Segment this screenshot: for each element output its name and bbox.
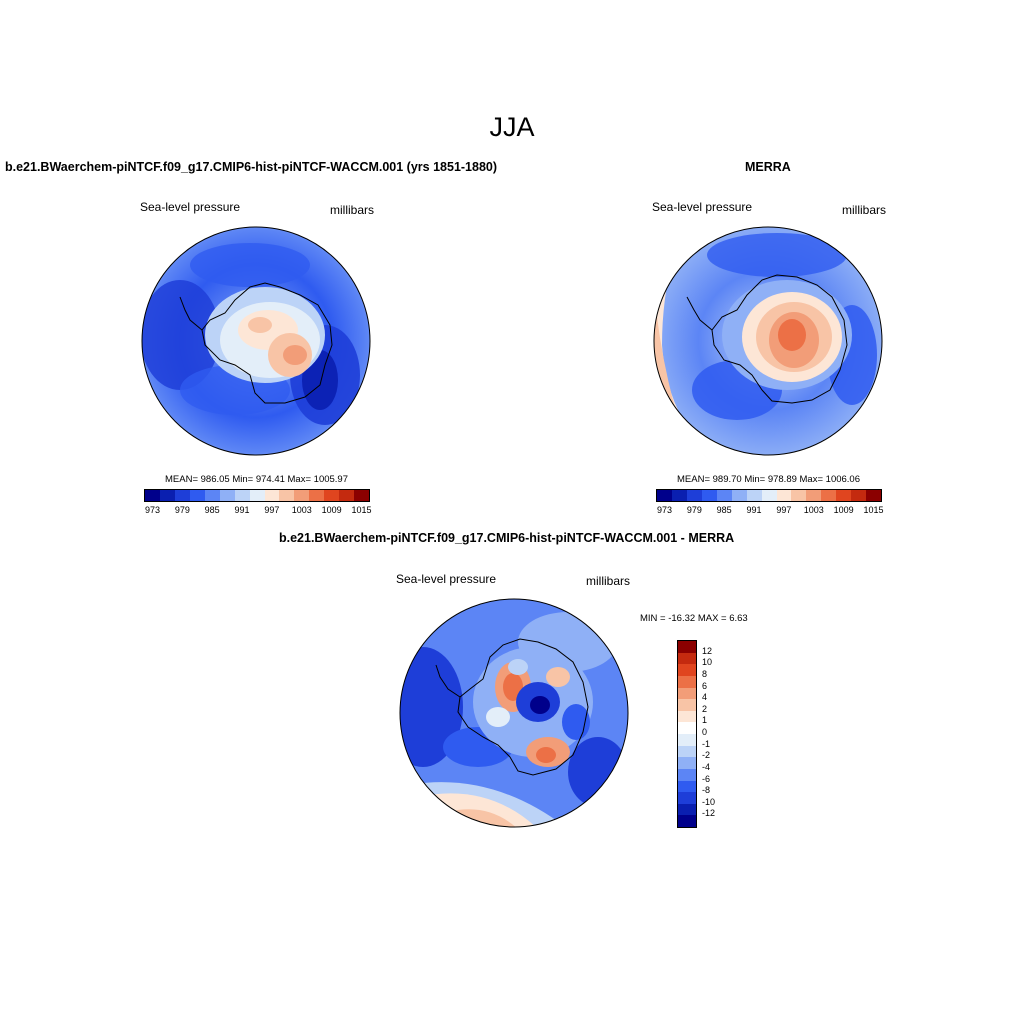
colorbar-swatch: [234, 490, 250, 501]
colorbar-swatch: [189, 490, 205, 501]
colorbar-swatch: [821, 490, 837, 501]
right-polar-map: [653, 226, 883, 456]
colorbar-label: 979: [686, 505, 702, 515]
colorbar-swatch: [309, 490, 325, 501]
colorbar-swatch: [145, 490, 160, 501]
colorbar-swatch: [678, 734, 696, 746]
left-panel-title: b.e21.BWaerchem-piNTCF.f09_g17.CMIP6-his…: [5, 160, 498, 174]
colorbar-label: -12: [702, 808, 716, 819]
left-stats: MEAN= 986.05 Min= 974.41 Max= 1005.97: [165, 474, 348, 485]
colorbar-label: -10: [702, 796, 716, 807]
figure-title: JJA: [489, 112, 535, 142]
colorbar-swatch: [671, 490, 687, 501]
colorbar-label: 2: [702, 703, 708, 714]
colorbar-swatch: [678, 745, 696, 758]
colorbar-swatch: [678, 664, 696, 676]
colorbar-swatch: [219, 490, 235, 501]
right-panel-title: MERRA: [745, 160, 791, 174]
colorbar-swatch: [249, 490, 265, 501]
colorbar-swatch: [678, 687, 696, 700]
diff-panel-title: b.e21.BWaerchem-piNTCF.f09_g17.CMIP6-his…: [279, 531, 735, 545]
colorbar-swatch: [279, 490, 295, 501]
right-units-label: millibars: [842, 203, 887, 217]
diff-colorbar: [677, 640, 697, 828]
colorbar-swatch: [678, 652, 696, 665]
colorbar-swatch: [678, 722, 696, 734]
colorbar-label: 12: [702, 645, 713, 656]
colorbar-label: 997: [776, 505, 792, 515]
colorbar-swatch: [866, 490, 882, 501]
colorbar-label: 985: [204, 505, 220, 515]
colorbar-swatch: [678, 641, 696, 653]
colorbar-label: 1: [702, 715, 708, 726]
colorbar-swatch: [339, 490, 355, 501]
colorbar-swatch: [678, 699, 696, 711]
diff-variable-label: Sea-level pressure: [396, 572, 497, 586]
colorbar-swatch: [324, 490, 340, 501]
colorbar-swatch: [791, 490, 807, 501]
colorbar-label: -1: [702, 738, 711, 749]
colorbar-swatch: [354, 490, 370, 501]
colorbar-swatch: [746, 490, 762, 501]
colorbar-swatch: [836, 490, 852, 501]
colorbar-swatch: [678, 675, 696, 688]
colorbar-label: -8: [702, 785, 711, 796]
colorbar-swatch: [701, 490, 717, 501]
colorbar-swatch: [686, 490, 702, 501]
left-polar-map: [141, 226, 371, 456]
diff-units-label: millibars: [586, 574, 631, 588]
colorbar-label: 997: [264, 505, 280, 515]
colorbar-label: 10: [702, 657, 713, 668]
colorbar-swatch: [678, 792, 696, 804]
colorbar-label: 4: [702, 692, 708, 703]
colorbar-label: -2: [702, 750, 711, 761]
diff-polar-map: [399, 598, 629, 828]
colorbar-label: -4: [702, 761, 711, 772]
colorbar-label: 991: [746, 505, 762, 515]
colorbar-label: 1009: [833, 505, 854, 515]
colorbar-swatch: [678, 710, 696, 723]
colorbar-label: 979: [174, 505, 190, 515]
colorbar-label: 1015: [863, 505, 884, 515]
colorbar-swatch: [159, 490, 175, 501]
colorbar-label: -6: [702, 773, 711, 784]
colorbar-swatch: [204, 490, 220, 501]
colorbar-label: 985: [716, 505, 732, 515]
left-variable-label: Sea-level pressure: [140, 200, 241, 214]
colorbar-label: 1015: [351, 505, 372, 515]
colorbar-label: 8: [702, 668, 708, 679]
colorbar-swatch: [264, 490, 280, 501]
left-colorbar: [144, 489, 370, 502]
colorbar-swatch: [716, 490, 732, 501]
colorbar-label: 1003: [291, 505, 312, 515]
right-variable-label: Sea-level pressure: [652, 200, 753, 214]
colorbar-swatch: [776, 490, 792, 501]
colorbar-label: 973: [656, 505, 672, 515]
colorbar-label: 1003: [803, 505, 824, 515]
colorbar-swatch: [678, 757, 696, 769]
colorbar-swatch: [174, 490, 190, 501]
colorbar-label: 1009: [321, 505, 342, 515]
right-stats: MEAN= 989.70 Min= 978.89 Max= 1006.06: [677, 474, 860, 485]
left-units-label: millibars: [330, 203, 375, 217]
colorbar-swatch: [678, 815, 696, 827]
colorbar-label: 0: [702, 727, 708, 737]
colorbar-label: 973: [144, 505, 160, 515]
colorbar-swatch: [678, 803, 696, 816]
colorbar-swatch: [657, 490, 672, 501]
colorbar-swatch: [851, 490, 867, 501]
colorbar-swatch: [678, 768, 696, 781]
colorbar-label: 991: [234, 505, 250, 515]
diff-stats: MIN = -16.32 MAX = 6.63: [640, 613, 748, 624]
colorbar-swatch: [678, 780, 696, 793]
right-colorbar: [656, 489, 882, 502]
colorbar-swatch: [731, 490, 747, 501]
colorbar-label: 6: [702, 680, 708, 691]
colorbar-swatch: [806, 490, 822, 501]
colorbar-swatch: [761, 490, 777, 501]
colorbar-swatch: [294, 490, 310, 501]
